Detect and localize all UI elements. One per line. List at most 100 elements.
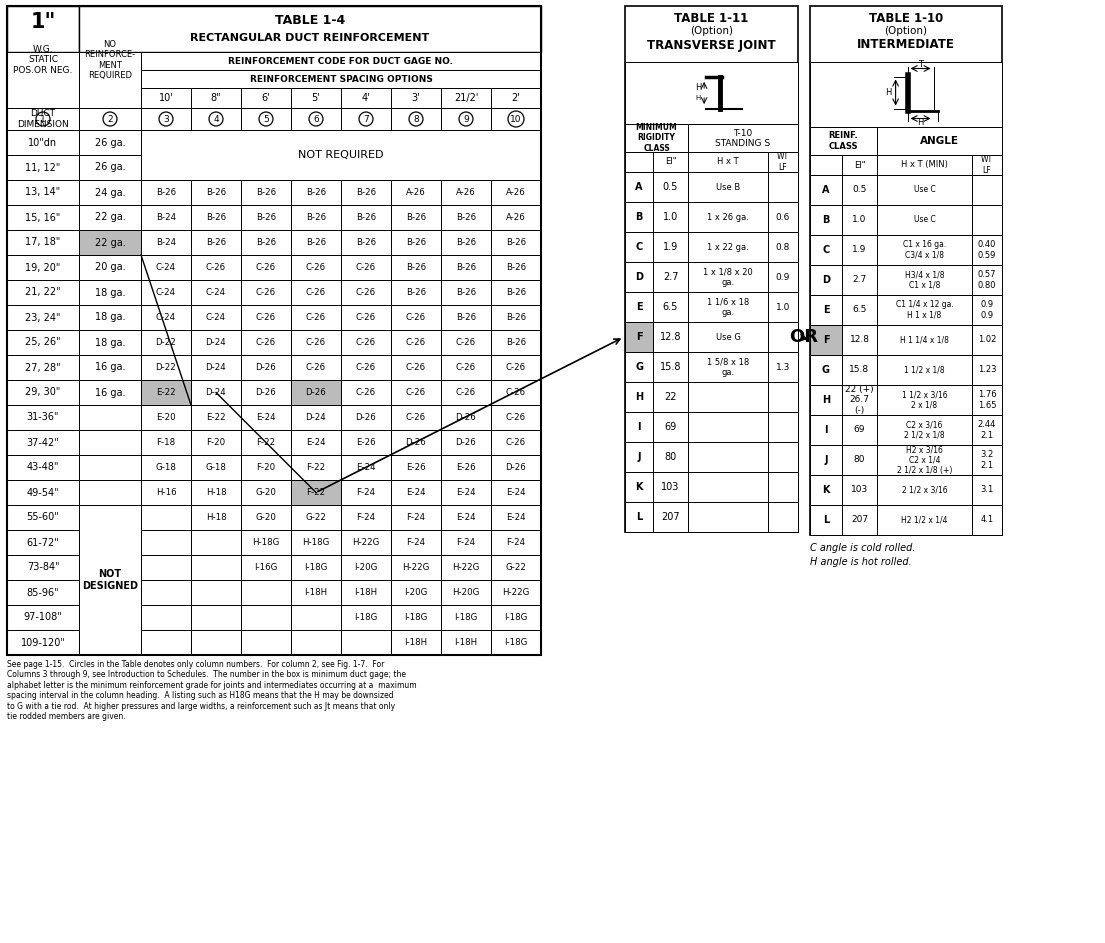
Text: F-24: F-24 bbox=[407, 538, 425, 547]
Text: A-26: A-26 bbox=[407, 188, 425, 197]
Text: Use B: Use B bbox=[716, 183, 740, 191]
Text: C-26: C-26 bbox=[506, 363, 526, 372]
Bar bbox=[842, 505, 877, 535]
Bar bbox=[491, 180, 541, 205]
Bar bbox=[391, 480, 441, 505]
Bar bbox=[241, 330, 291, 355]
Text: 3': 3' bbox=[412, 93, 420, 103]
Text: I-18H: I-18H bbox=[305, 588, 327, 597]
Bar bbox=[653, 352, 688, 382]
Bar bbox=[7, 155, 78, 180]
Text: F-22: F-22 bbox=[306, 463, 326, 472]
Text: T: T bbox=[918, 60, 923, 69]
Bar bbox=[810, 6, 1002, 535]
Text: C-24: C-24 bbox=[206, 288, 227, 297]
Text: C-26: C-26 bbox=[506, 413, 526, 422]
Text: C-26: C-26 bbox=[456, 363, 476, 372]
Bar bbox=[842, 265, 877, 295]
Bar bbox=[391, 230, 441, 255]
Bar bbox=[768, 412, 798, 442]
Bar bbox=[241, 505, 291, 530]
Bar bbox=[141, 180, 191, 205]
Text: 22: 22 bbox=[664, 392, 676, 402]
Bar bbox=[391, 255, 441, 280]
Bar bbox=[625, 292, 653, 322]
Bar bbox=[291, 605, 341, 630]
Text: 1.9: 1.9 bbox=[852, 245, 866, 255]
Bar bbox=[241, 530, 291, 555]
Bar bbox=[768, 152, 798, 172]
Bar bbox=[341, 305, 391, 330]
Text: NOT REQUIRED: NOT REQUIRED bbox=[298, 150, 383, 160]
Bar bbox=[491, 255, 541, 280]
Bar bbox=[391, 555, 441, 580]
Text: B-26: B-26 bbox=[206, 188, 227, 197]
Bar bbox=[191, 480, 241, 505]
Bar bbox=[491, 480, 541, 505]
Bar bbox=[191, 205, 241, 230]
Bar bbox=[653, 172, 688, 202]
Bar bbox=[191, 430, 241, 455]
Text: J: J bbox=[638, 452, 641, 462]
Bar bbox=[441, 88, 491, 108]
Text: ANGLE: ANGLE bbox=[920, 136, 959, 146]
Bar bbox=[341, 455, 391, 480]
Text: I-20G: I-20G bbox=[355, 563, 378, 572]
Bar bbox=[625, 62, 798, 124]
Text: I-18H: I-18H bbox=[454, 638, 477, 647]
Bar bbox=[625, 152, 653, 172]
Bar bbox=[877, 235, 972, 265]
Text: 97-108": 97-108" bbox=[23, 613, 62, 622]
Text: 31-36": 31-36" bbox=[27, 412, 60, 422]
Text: H-18: H-18 bbox=[206, 488, 227, 497]
Text: 3: 3 bbox=[164, 114, 169, 124]
Bar bbox=[391, 630, 441, 655]
Bar bbox=[625, 472, 653, 502]
Bar bbox=[241, 180, 291, 205]
Text: H: H bbox=[695, 84, 702, 92]
Bar bbox=[141, 630, 191, 655]
Bar bbox=[7, 230, 78, 255]
Text: C-26: C-26 bbox=[356, 363, 376, 372]
Text: H 1 1/4 x 1/8: H 1 1/4 x 1/8 bbox=[901, 336, 949, 344]
Bar bbox=[141, 330, 191, 355]
Bar bbox=[491, 605, 541, 630]
Bar bbox=[7, 480, 78, 505]
Bar bbox=[810, 445, 842, 475]
Bar bbox=[7, 580, 78, 605]
Text: 103: 103 bbox=[661, 482, 680, 492]
Bar bbox=[341, 180, 391, 205]
Text: C-26: C-26 bbox=[506, 438, 526, 447]
Text: I-18G: I-18G bbox=[355, 613, 378, 622]
Text: C-26: C-26 bbox=[306, 288, 326, 297]
Text: I-18H: I-18H bbox=[404, 638, 428, 647]
Bar bbox=[341, 280, 391, 305]
Bar bbox=[291, 180, 341, 205]
Text: H-22G: H-22G bbox=[503, 588, 529, 597]
Bar bbox=[441, 230, 491, 255]
Bar bbox=[688, 352, 768, 382]
Bar bbox=[441, 255, 491, 280]
Text: H: H bbox=[635, 392, 643, 402]
Bar bbox=[688, 152, 768, 172]
Bar bbox=[291, 430, 341, 455]
Text: B-26: B-26 bbox=[456, 313, 476, 322]
Bar bbox=[291, 555, 341, 580]
Bar bbox=[291, 255, 341, 280]
Bar bbox=[341, 430, 391, 455]
Bar bbox=[291, 405, 341, 430]
Text: WT
LF: WT LF bbox=[777, 153, 789, 172]
Text: B-26: B-26 bbox=[456, 238, 476, 247]
Text: B-26: B-26 bbox=[406, 238, 427, 247]
Text: F-20: F-20 bbox=[207, 438, 225, 447]
Text: RECTANGULAR DUCT REINFORCEMENT: RECTANGULAR DUCT REINFORCEMENT bbox=[190, 33, 430, 43]
Text: 22 ga.: 22 ga. bbox=[95, 212, 125, 223]
Text: C-26: C-26 bbox=[256, 313, 276, 322]
Text: 3.2
2.1: 3.2 2.1 bbox=[980, 451, 993, 470]
Text: F-24: F-24 bbox=[407, 513, 425, 522]
Text: B: B bbox=[635, 212, 643, 222]
Bar bbox=[441, 108, 491, 130]
Text: Use C: Use C bbox=[914, 216, 935, 224]
Text: B-24: B-24 bbox=[156, 238, 176, 247]
Text: 8": 8" bbox=[211, 93, 221, 103]
